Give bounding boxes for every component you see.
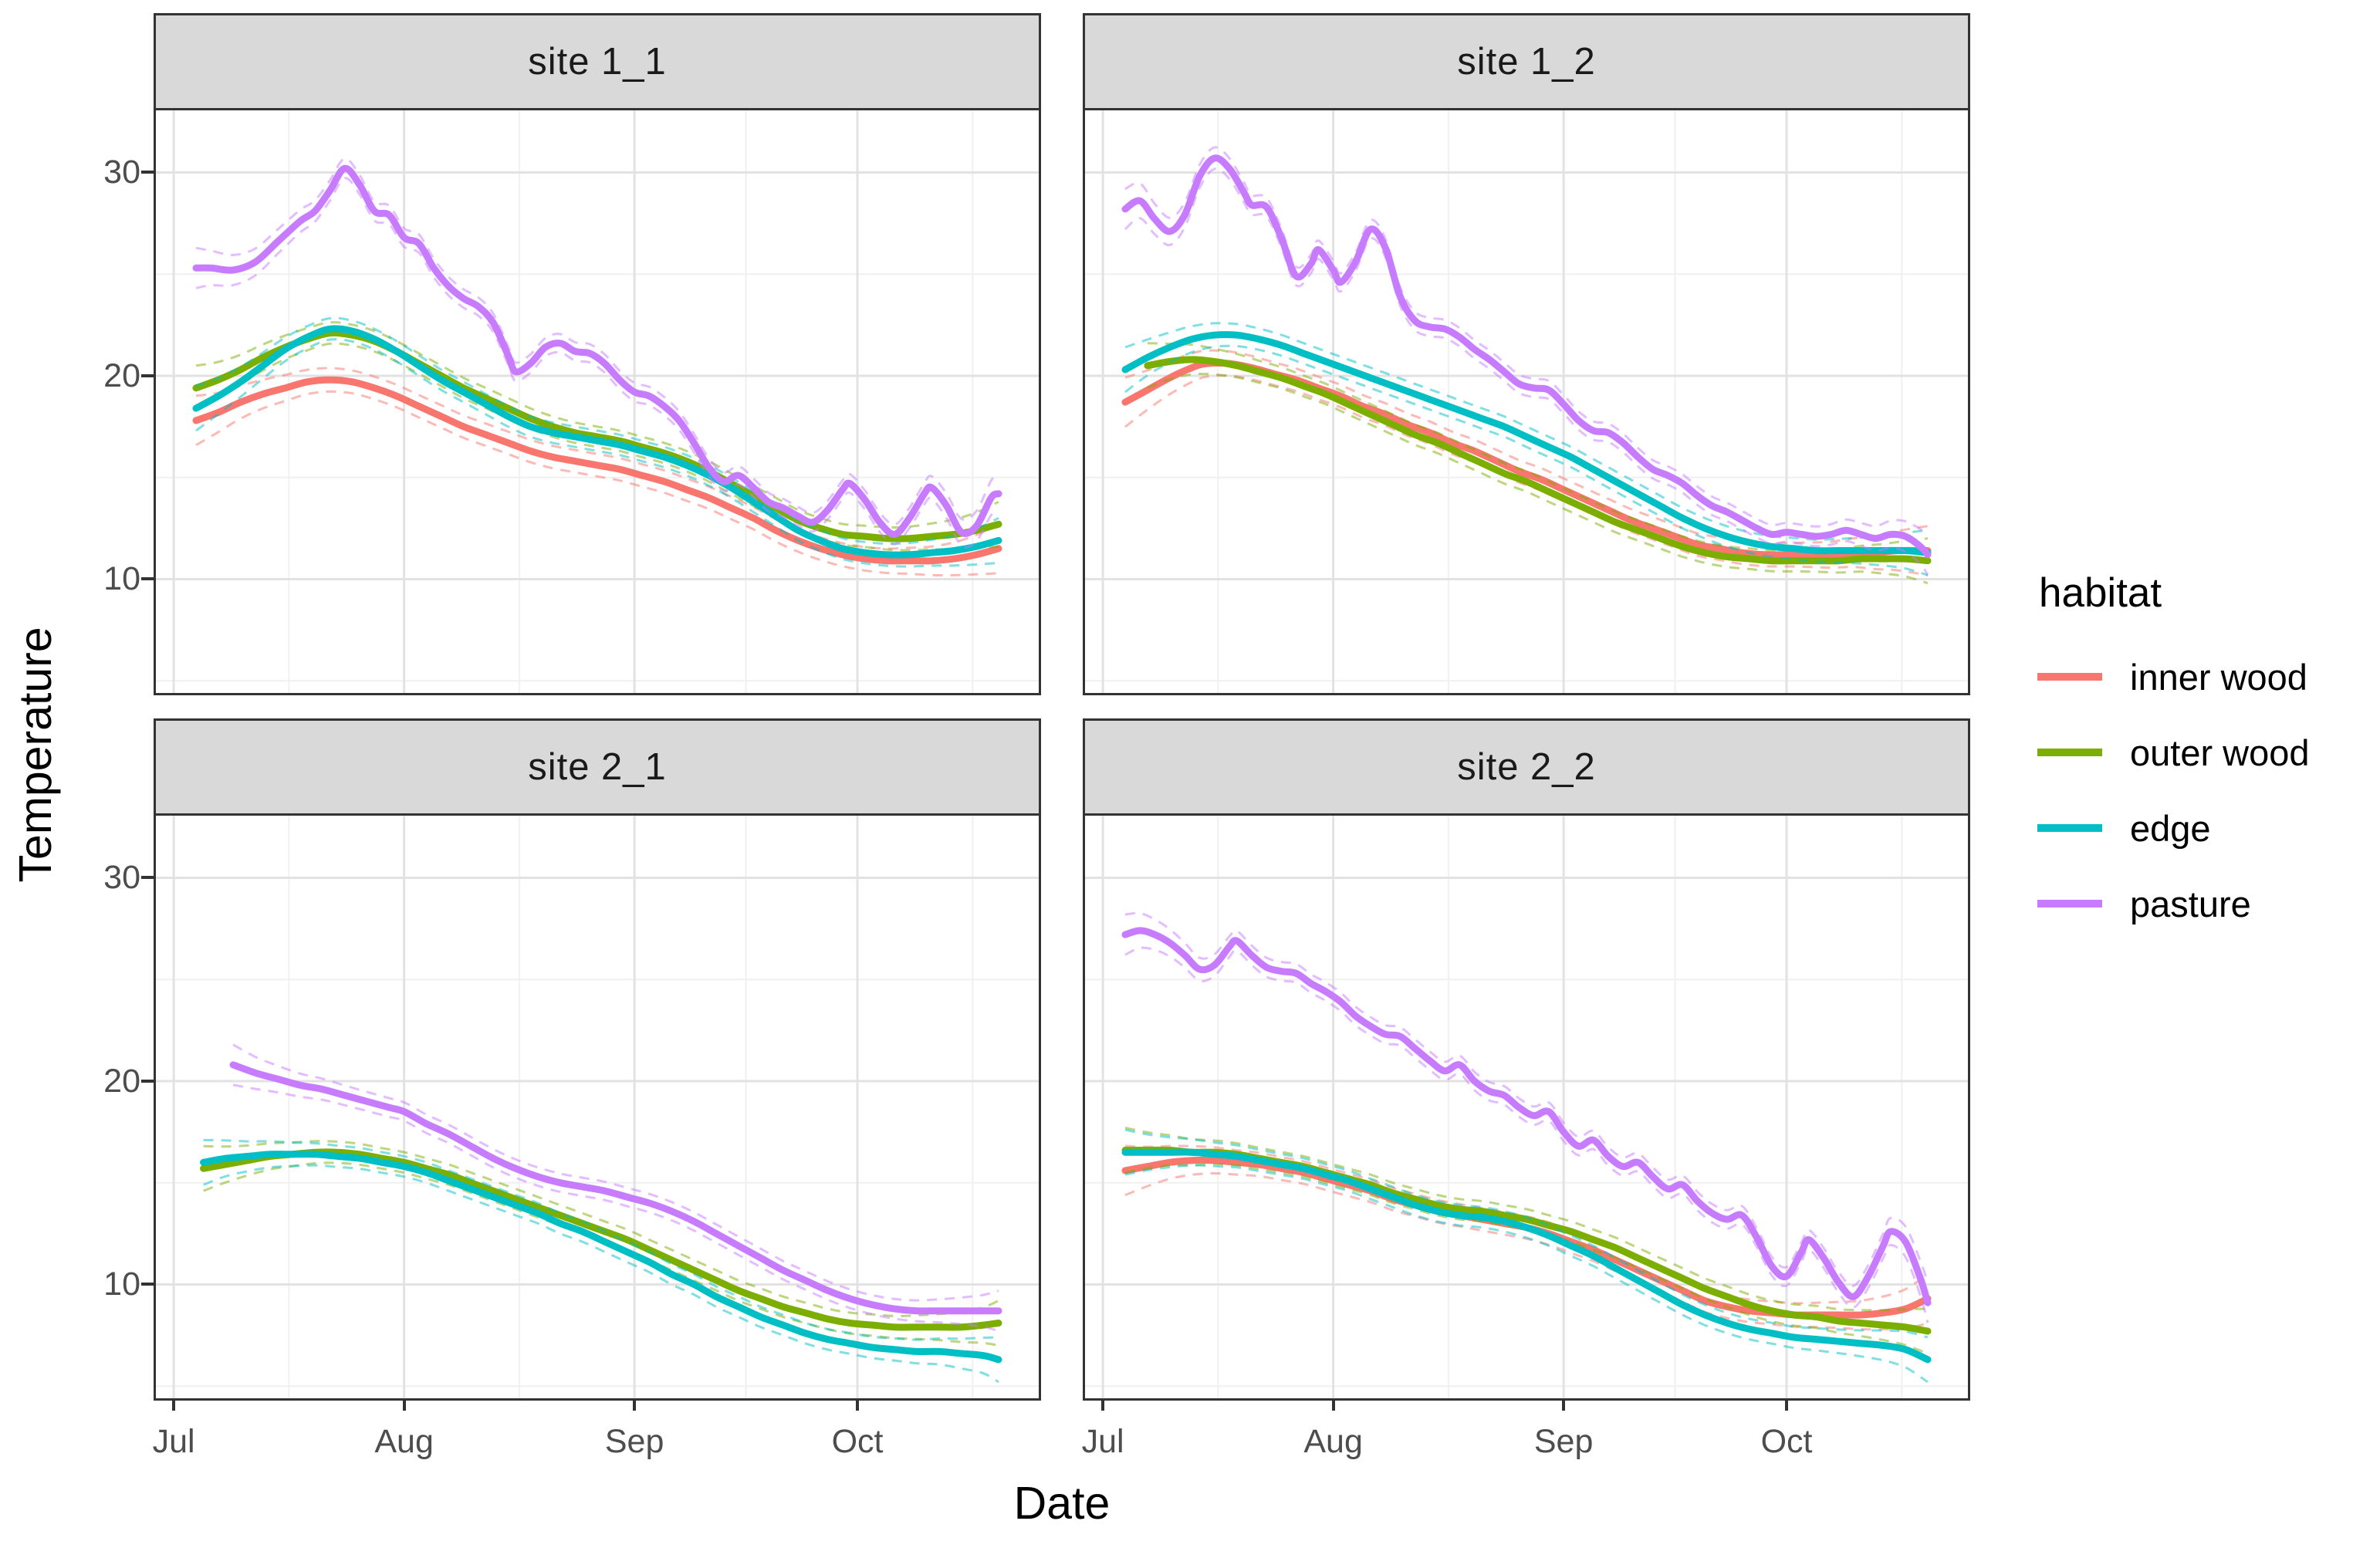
series-line-pasture — [1121, 927, 1932, 1306]
ci-band-outer-wood — [195, 342, 999, 552]
legend-item-edge: edge — [2037, 807, 2377, 849]
series-line-pasture — [192, 164, 1002, 538]
ci-band-edge — [1124, 344, 1929, 576]
x-tick-label: Sep — [1533, 1423, 1594, 1460]
facet-strip-site-1-2: site 1_2 — [1083, 13, 1970, 110]
x-tick-mark — [633, 1398, 637, 1411]
x-tick-label: Oct — [1760, 1423, 1813, 1460]
y-tick-mark — [141, 1079, 154, 1083]
x-axis-title: Date — [1013, 1478, 1111, 1529]
legend-item-pasture: pasture — [2037, 884, 2377, 924]
legend-title: habitat — [2039, 570, 2162, 616]
ci-band-inner-wood — [1124, 1171, 1929, 1331]
ci-band-pasture — [1124, 167, 1929, 576]
y-tick-label: 10 — [103, 1266, 140, 1303]
legend-item-label: outer wood — [2130, 732, 2310, 773]
y-tick-label: 20 — [103, 1062, 140, 1100]
x-tick-label: Aug — [1303, 1423, 1363, 1460]
facet-strip-label: site 2_2 — [1457, 746, 1596, 788]
x-tick-mark — [1331, 1398, 1335, 1411]
ci-band-outer-wood — [1124, 1162, 1929, 1355]
ci-band-inner-wood — [1124, 349, 1929, 545]
x-tick-mark — [1562, 1398, 1566, 1411]
facet-strip-site-2-2: site 2_2 — [1083, 718, 1970, 816]
series-line-edge — [192, 325, 1002, 559]
ci-band-pasture — [1124, 911, 1929, 1287]
ci-band-pasture — [1124, 946, 1929, 1323]
ci-band-pasture — [195, 157, 1000, 526]
facet-strip-label: site 1_2 — [1457, 41, 1596, 83]
x-tick-label: Sep — [604, 1423, 664, 1460]
ci-band-pasture — [232, 1043, 999, 1302]
ci-band-inner-wood — [1124, 374, 1929, 576]
ci-band-edge — [195, 338, 999, 568]
y-tick-label: 30 — [103, 859, 140, 897]
x-tick-label: Aug — [374, 1423, 434, 1460]
series-line-outer-wood — [1144, 356, 1932, 565]
legend-item-outer-wood: outer wood — [2037, 732, 2377, 773]
series-line-edge — [200, 1151, 1002, 1364]
series-line-edge — [1121, 1148, 1932, 1364]
facet-strip-site-2-1: site 2_1 — [154, 718, 1041, 816]
facet-panel-site-1-2 — [1083, 108, 1970, 695]
series-line-inner-wood — [192, 376, 1002, 565]
inner-wood-key-line — [2037, 673, 2102, 681]
x-tick-mark — [402, 1398, 406, 1411]
facet-strip-label: site 1_1 — [528, 41, 667, 83]
panel-plot-area — [1085, 110, 1968, 693]
legend-item-label: inner wood — [2130, 656, 2307, 698]
legend-item-label: pasture — [2130, 883, 2251, 924]
edge-key-line — [2037, 824, 2102, 832]
facet-strip-label: site 2_1 — [528, 746, 667, 788]
x-tick-label: Oct — [831, 1423, 884, 1460]
series-line-pasture — [229, 1061, 1002, 1315]
ci-band-pasture — [1124, 146, 1929, 536]
ci-band-pasture — [195, 177, 999, 549]
facet-strip-site-1-1: site 1_1 — [154, 13, 1041, 110]
y-tick-mark — [141, 876, 154, 880]
ci-band-outer-wood — [1147, 372, 1929, 585]
x-tick-label: Jul — [152, 1423, 195, 1460]
pasture-key-line — [2037, 900, 2102, 908]
ci-band-edge — [1124, 1128, 1929, 1339]
y-tick-label: 20 — [103, 357, 140, 394]
y-tick-label: 10 — [103, 560, 140, 598]
outer-wood-key-line — [2037, 749, 2102, 756]
series-line-outer-wood — [192, 329, 1002, 542]
ci-band-pasture — [232, 1083, 999, 1333]
panel-plot-area — [1085, 816, 1968, 1398]
facet-panel-site-1-1 — [154, 108, 1041, 695]
y-tick-mark — [141, 171, 154, 174]
panel-plot-area — [156, 110, 1039, 693]
x-tick-mark — [172, 1398, 176, 1411]
ci-band-outer-wood — [195, 321, 999, 529]
ci-band-edge — [203, 1138, 999, 1341]
ci-band-edge — [1124, 322, 1929, 541]
series-line-pasture — [1121, 154, 1932, 559]
x-tick-mark — [1101, 1398, 1105, 1411]
ci-band-outer-wood — [1124, 1127, 1929, 1312]
legend: habitat inner wood outer wood edge pastu… — [2037, 570, 2377, 959]
x-tick-label: Jul — [1081, 1423, 1124, 1460]
y-tick-mark — [141, 577, 154, 581]
y-tick-mark — [141, 373, 154, 377]
legend-item-inner-wood: inner wood — [2037, 656, 2377, 698]
ci-band-edge — [1124, 1164, 1929, 1384]
series-line-edge — [1121, 331, 1932, 556]
ci-band-inner-wood — [195, 390, 999, 576]
ci-band-edge — [195, 316, 999, 546]
x-tick-mark — [856, 1398, 860, 1411]
facet-panel-site-2-2 — [1083, 813, 1970, 1401]
x-tick-mark — [1785, 1398, 1789, 1411]
ci-band-outer-wood — [1147, 342, 1929, 552]
facet-panel-site-2-1 — [154, 813, 1041, 1401]
y-tick-label: 30 — [103, 154, 140, 191]
legend-item-label: edge — [2130, 807, 2211, 849]
y-tick-mark — [141, 1283, 154, 1286]
series-line-inner-wood — [1121, 360, 1932, 559]
panel-plot-area — [156, 816, 1039, 1398]
